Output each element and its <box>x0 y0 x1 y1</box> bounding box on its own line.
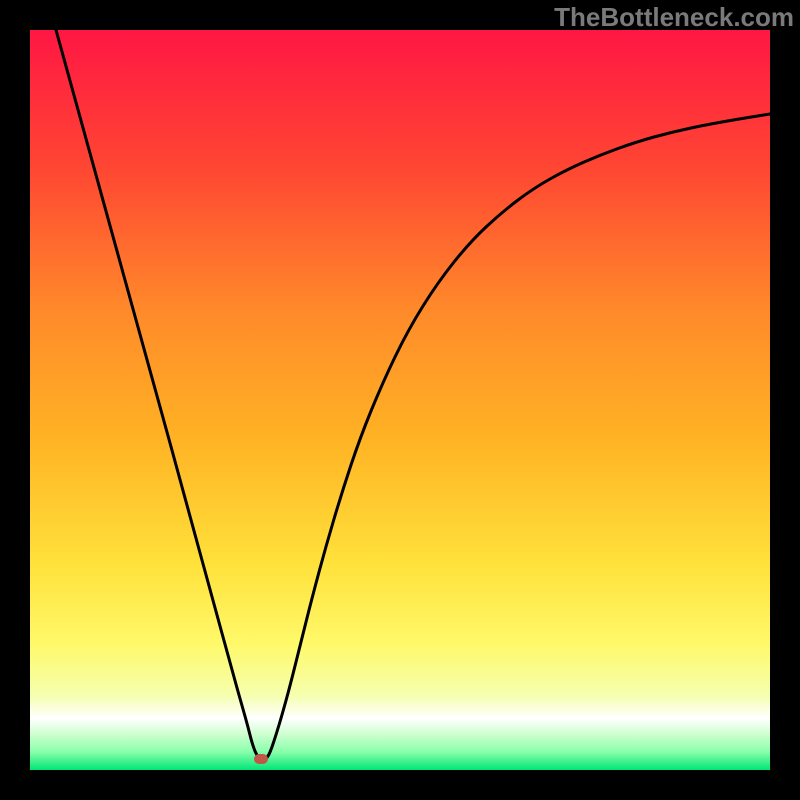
border-bottom <box>0 770 800 800</box>
border-left <box>0 0 30 800</box>
border-right <box>770 0 800 800</box>
curve-path <box>56 30 770 761</box>
chart-container: { "canvas": { "width": 800, "height": 80… <box>0 0 800 800</box>
bottleneck-curve <box>0 0 800 800</box>
attribution-text: TheBottleneck.com <box>554 2 794 33</box>
minimum-marker <box>254 754 268 764</box>
